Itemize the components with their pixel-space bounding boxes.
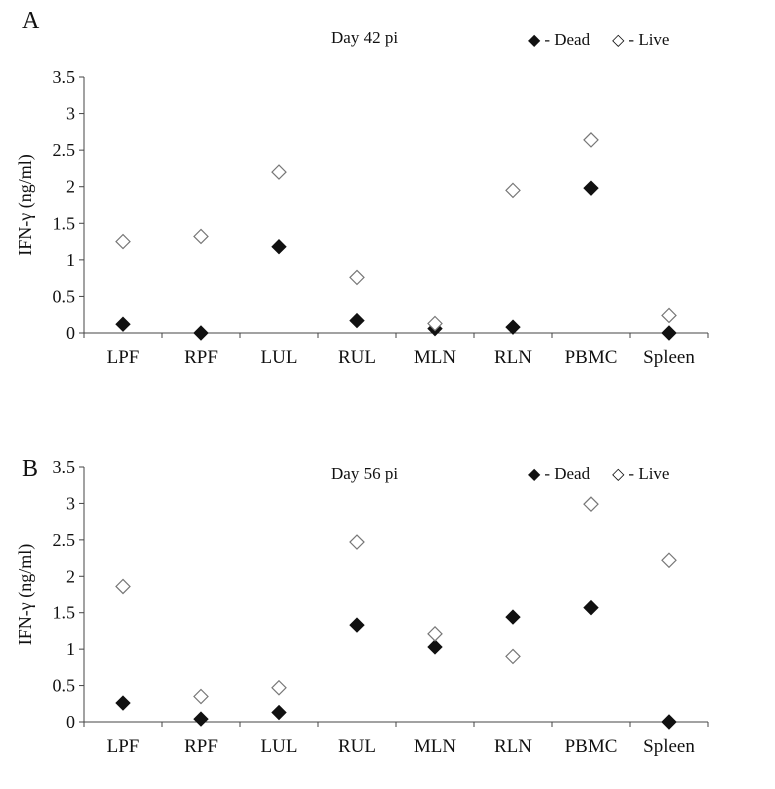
x-tick-label: MLN: [414, 736, 457, 757]
live-point-spleen: [661, 552, 677, 569]
y-axis-label: IFN-γ (ng/ml): [15, 544, 36, 645]
y-tick-label: 2.5: [53, 530, 76, 550]
dead-point-pbmc: [583, 599, 599, 616]
y-tick-label: 1: [66, 639, 75, 659]
legend-label-dead: - Dead: [544, 30, 591, 49]
y-axis-label: IFN-γ (ng/ml): [15, 154, 36, 255]
panel-label: B: [22, 456, 39, 482]
live-point-spleen: [661, 307, 677, 324]
y-tick-label: 0: [66, 323, 75, 343]
filled-diamond-icon: ◆: [528, 32, 541, 49]
x-tick-label: RLN: [494, 347, 532, 368]
x-tick-label: RPF: [184, 347, 218, 368]
live-point-rul: [349, 534, 365, 550]
dead-point-rul: [349, 617, 365, 633]
x-tick-label: PBMC: [565, 347, 618, 368]
dead-point-lul: [271, 704, 287, 721]
x-tick-label: LUL: [261, 347, 298, 368]
dead-point-rln: [505, 319, 521, 335]
dead-point-spleen: [661, 325, 677, 341]
filled-diamond-icon: ◆: [528, 466, 541, 483]
live-point-rpf: [193, 688, 209, 705]
chart-title: Day 56 pi: [331, 464, 399, 483]
open-diamond-icon: ◇: [612, 466, 625, 483]
y-tick-label: 0.5: [53, 286, 76, 306]
legend: ◆ - Dead ◇ - Live: [528, 464, 669, 484]
live-point-lpf: [115, 233, 131, 250]
x-tick-label: Spleen: [643, 347, 695, 368]
x-tick-label: RUL: [338, 736, 376, 757]
dead-point-lul: [271, 238, 287, 255]
live-point-lpf: [115, 578, 131, 595]
dead-point-lpf: [115, 316, 131, 332]
live-point-rln: [505, 182, 521, 199]
dead-point-mln: [427, 639, 443, 655]
x-tick-label: LPF: [107, 347, 140, 368]
legend-label-live: - Live: [628, 30, 670, 49]
legend-label-live: - Live: [628, 464, 670, 483]
live-point-lul: [271, 679, 287, 696]
legend: ◆ - Dead ◇ - Live: [528, 30, 669, 50]
x-tick-label: RPF: [184, 736, 218, 757]
dead-point-rpf: [193, 325, 209, 341]
chart-panel-a: A Day 42 pi ◆ - Dead ◇ - Live 0 0.5 1 1.5 2 2.5 3…: [0, 0, 775, 380]
x-tick-label: MLN: [414, 347, 457, 368]
y-tick-label: 3: [66, 104, 75, 124]
y-tick-label: 1.5: [53, 603, 76, 623]
live-point-rul: [349, 269, 365, 286]
live-point-rpf: [193, 228, 209, 245]
live-point-pbmc: [583, 132, 599, 148]
x-tick-label: PBMC: [565, 736, 618, 757]
y-tick-label: 3: [66, 493, 75, 513]
chart-plot-b: 0 0.5 1 1.5 2 2.5 3 3.5 LPF RPF LUL RUL MLN RLN PBMC Sp…: [15, 457, 709, 757]
live-point-lul: [271, 164, 287, 180]
live-point-pbmc: [583, 496, 599, 513]
chart-title: Day 42 pi: [331, 28, 399, 47]
live-point-mln: [427, 625, 443, 642]
live-point-mln: [427, 315, 443, 332]
x-tick-label: Spleen: [643, 736, 695, 757]
y-tick-label: 1.5: [53, 213, 76, 233]
x-tick-label: LPF: [107, 736, 140, 757]
x-tick-label: RLN: [494, 736, 532, 757]
y-tick-label: 2: [66, 566, 75, 586]
y-tick-label: 1: [66, 250, 75, 270]
y-tick-label: 2: [66, 177, 75, 197]
live-point-rln: [505, 648, 521, 665]
dead-point-rln: [505, 609, 521, 625]
x-tick-label: LUL: [261, 736, 298, 757]
dead-point-pbmc: [583, 180, 599, 196]
y-tick-label: 0.5: [53, 676, 76, 696]
dead-point-rul: [349, 312, 365, 329]
dead-point-rpf: [193, 711, 209, 727]
dead-point-spleen: [661, 714, 677, 730]
legend-label-dead: - Dead: [544, 464, 591, 483]
y-tick-label: 3.5: [53, 457, 76, 477]
dead-point-lpf: [115, 695, 131, 711]
chart-panel-b: B Day 56 pi ◆ - Dead ◇ - Live 0 0.5 1 1.5 2 2.5 3…: [0, 452, 775, 784]
y-tick-label: 0: [66, 712, 75, 732]
panel-label: A: [22, 8, 40, 34]
chart-plot-a: 0 0.5 1 1.5 2 2.5 3 3.5 LPF RPF LUL RUL MLN RLN PBMC Sp…: [15, 67, 709, 368]
y-tick-label: 2.5: [53, 140, 76, 160]
y-tick-label: 3.5: [53, 67, 76, 87]
open-diamond-icon: ◇: [612, 32, 625, 49]
x-tick-label: RUL: [338, 347, 376, 368]
